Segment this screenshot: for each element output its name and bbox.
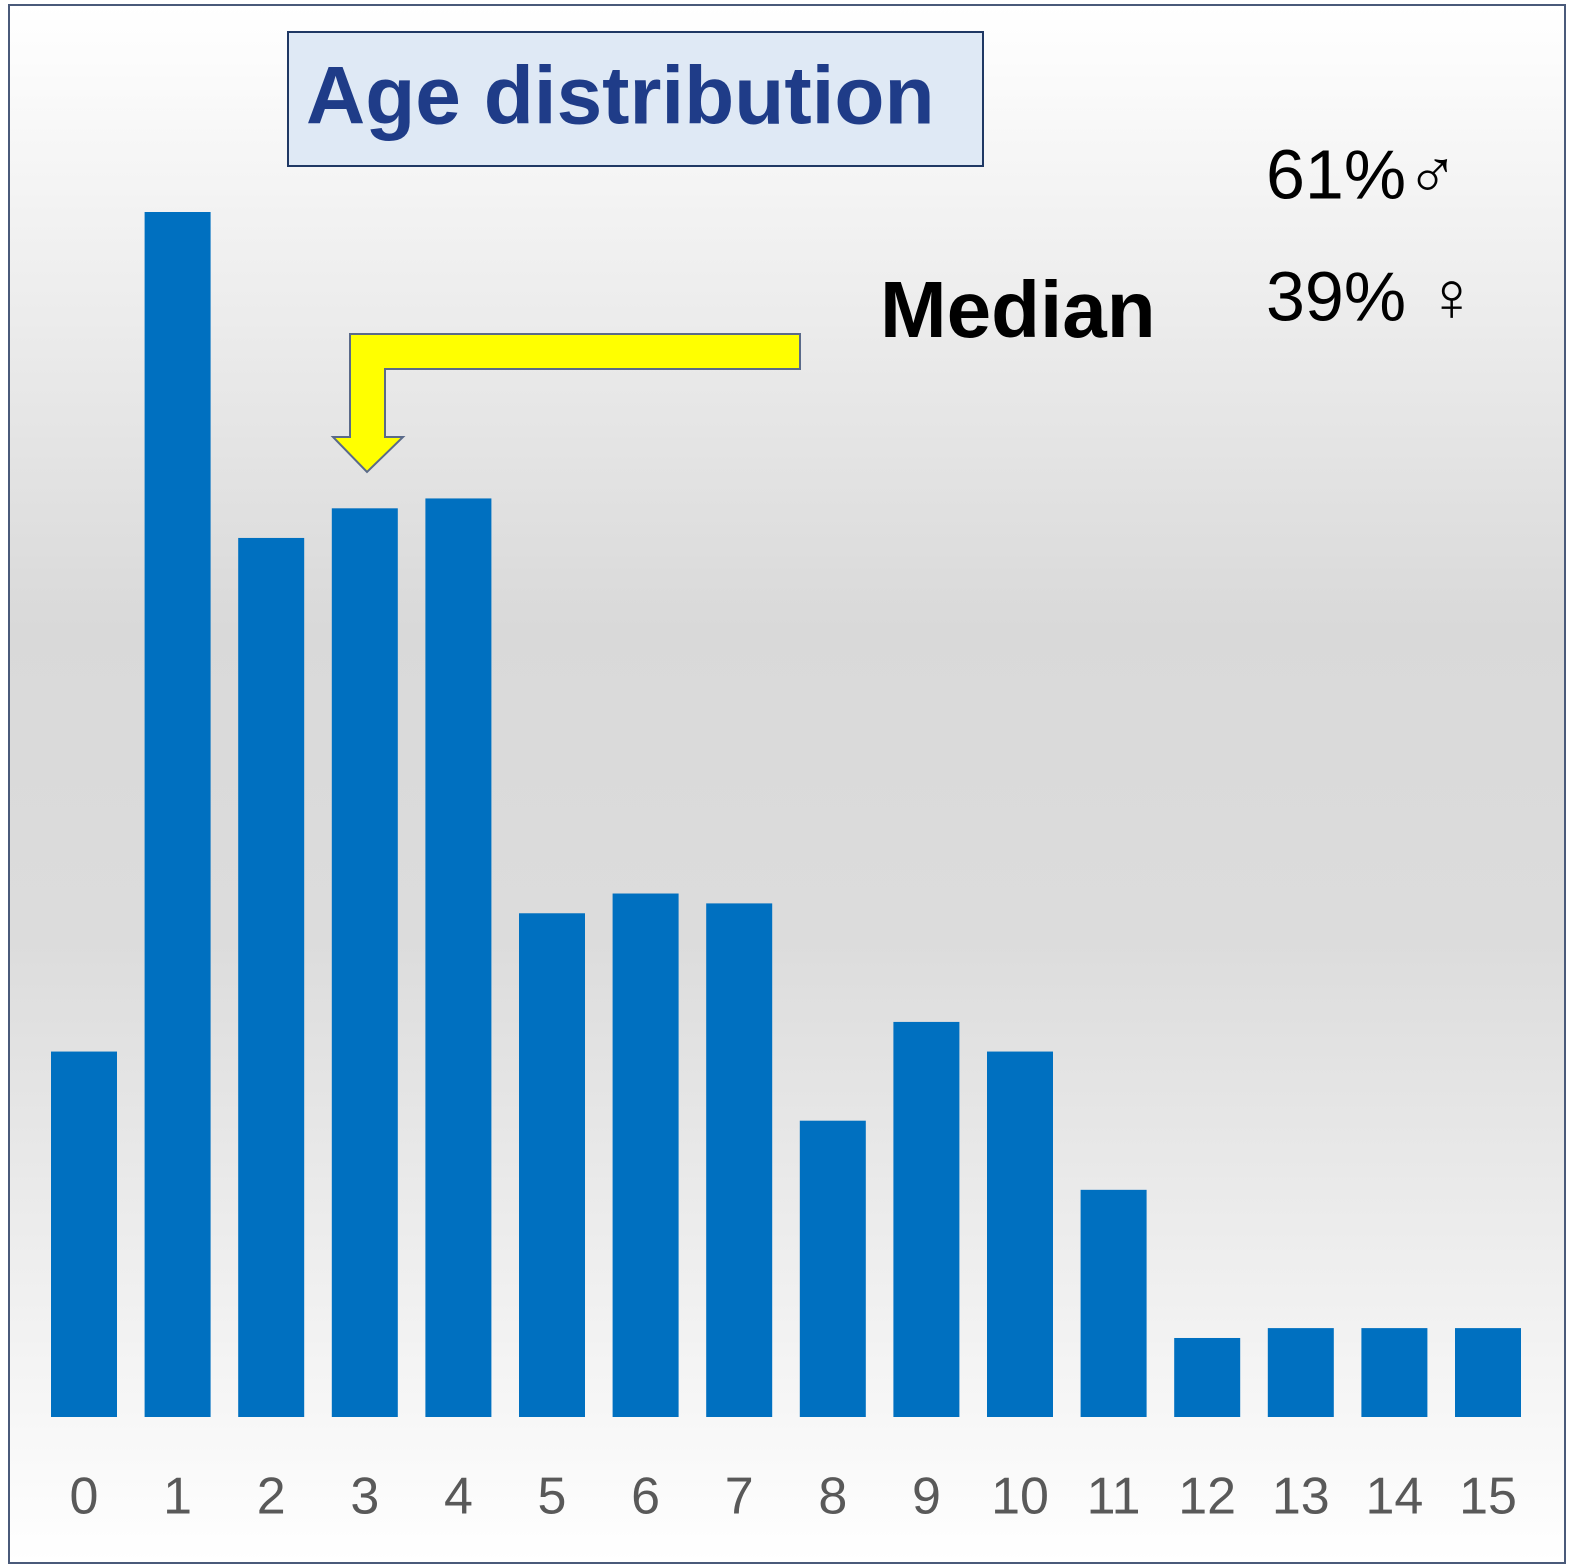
bar xyxy=(144,212,211,1417)
bar xyxy=(612,893,679,1417)
median-arrow xyxy=(330,333,801,474)
x-tick-label: 2 xyxy=(257,1468,286,1526)
female-share: 39% ♀ xyxy=(1266,257,1478,335)
chart-title: Age distribution xyxy=(306,51,935,142)
x-tick-label: 3 xyxy=(350,1468,379,1526)
x-tick-label: 7 xyxy=(725,1468,754,1526)
bar xyxy=(1361,1328,1428,1417)
x-tick-label: 11 xyxy=(1087,1468,1141,1526)
x-tick-label: 10 xyxy=(991,1468,1049,1526)
bar xyxy=(1267,1328,1334,1417)
bar xyxy=(51,1051,117,1417)
x-tick-label: 13 xyxy=(1272,1468,1330,1526)
bar xyxy=(893,1021,960,1417)
x-tick-label: 0 xyxy=(70,1468,99,1526)
title-box xyxy=(287,31,984,167)
bar xyxy=(425,498,492,1417)
x-tick-label: 9 xyxy=(912,1468,941,1526)
x-tick-label: 15 xyxy=(1459,1468,1517,1526)
x-tick-label: 4 xyxy=(444,1468,473,1526)
bar xyxy=(1080,1189,1147,1417)
x-tick-label: 14 xyxy=(1365,1468,1423,1526)
x-tick-label: 8 xyxy=(818,1468,847,1526)
bar xyxy=(519,913,585,1417)
x-tick-label: 12 xyxy=(1178,1468,1236,1526)
bar xyxy=(799,1120,866,1417)
x-tick-label: 5 xyxy=(538,1468,567,1526)
bar xyxy=(1455,1328,1521,1417)
x-tick-label: 6 xyxy=(631,1468,660,1526)
bar xyxy=(987,1051,1053,1417)
x-tick-label: 1 xyxy=(163,1468,192,1526)
bar xyxy=(331,508,398,1417)
bar xyxy=(238,537,305,1417)
bar xyxy=(1174,1337,1241,1417)
male-share: 61%♂ xyxy=(1266,135,1459,213)
median-label: Median xyxy=(880,265,1156,354)
bar xyxy=(706,903,773,1417)
